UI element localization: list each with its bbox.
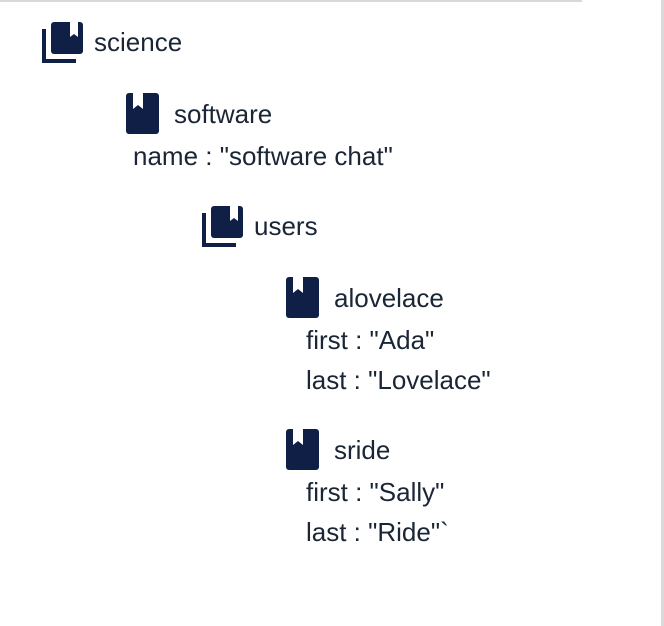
tree-node-label: alovelace [334,283,444,313]
right-divider [661,0,664,626]
document-field: last : "Ride"` [306,517,449,547]
tree-node-label: users [254,211,318,241]
document-field: first : "Ada" [306,325,435,355]
tree-node-sride[interactable]: sride [286,429,391,471]
document-icon [286,429,320,471]
document-icon [286,277,320,319]
tree-node-label: sride [334,435,391,465]
document-field: name : "software chat" [133,141,393,171]
document-icon [126,93,160,135]
tree-node-alovelace[interactable]: alovelace [286,277,444,319]
tree-node-software[interactable]: software [126,93,273,135]
tree-node-label: science [94,27,183,57]
tree-node-label: software [174,99,273,129]
document-field: last : "Lovelace" [306,365,491,395]
document-field: first : "Sally" [306,477,445,507]
top-divider [0,0,582,2]
collection-icon [42,21,84,63]
collection-icon [202,205,244,247]
tree-node-users[interactable]: users [202,205,318,247]
tree-node-science[interactable]: science [42,21,183,63]
